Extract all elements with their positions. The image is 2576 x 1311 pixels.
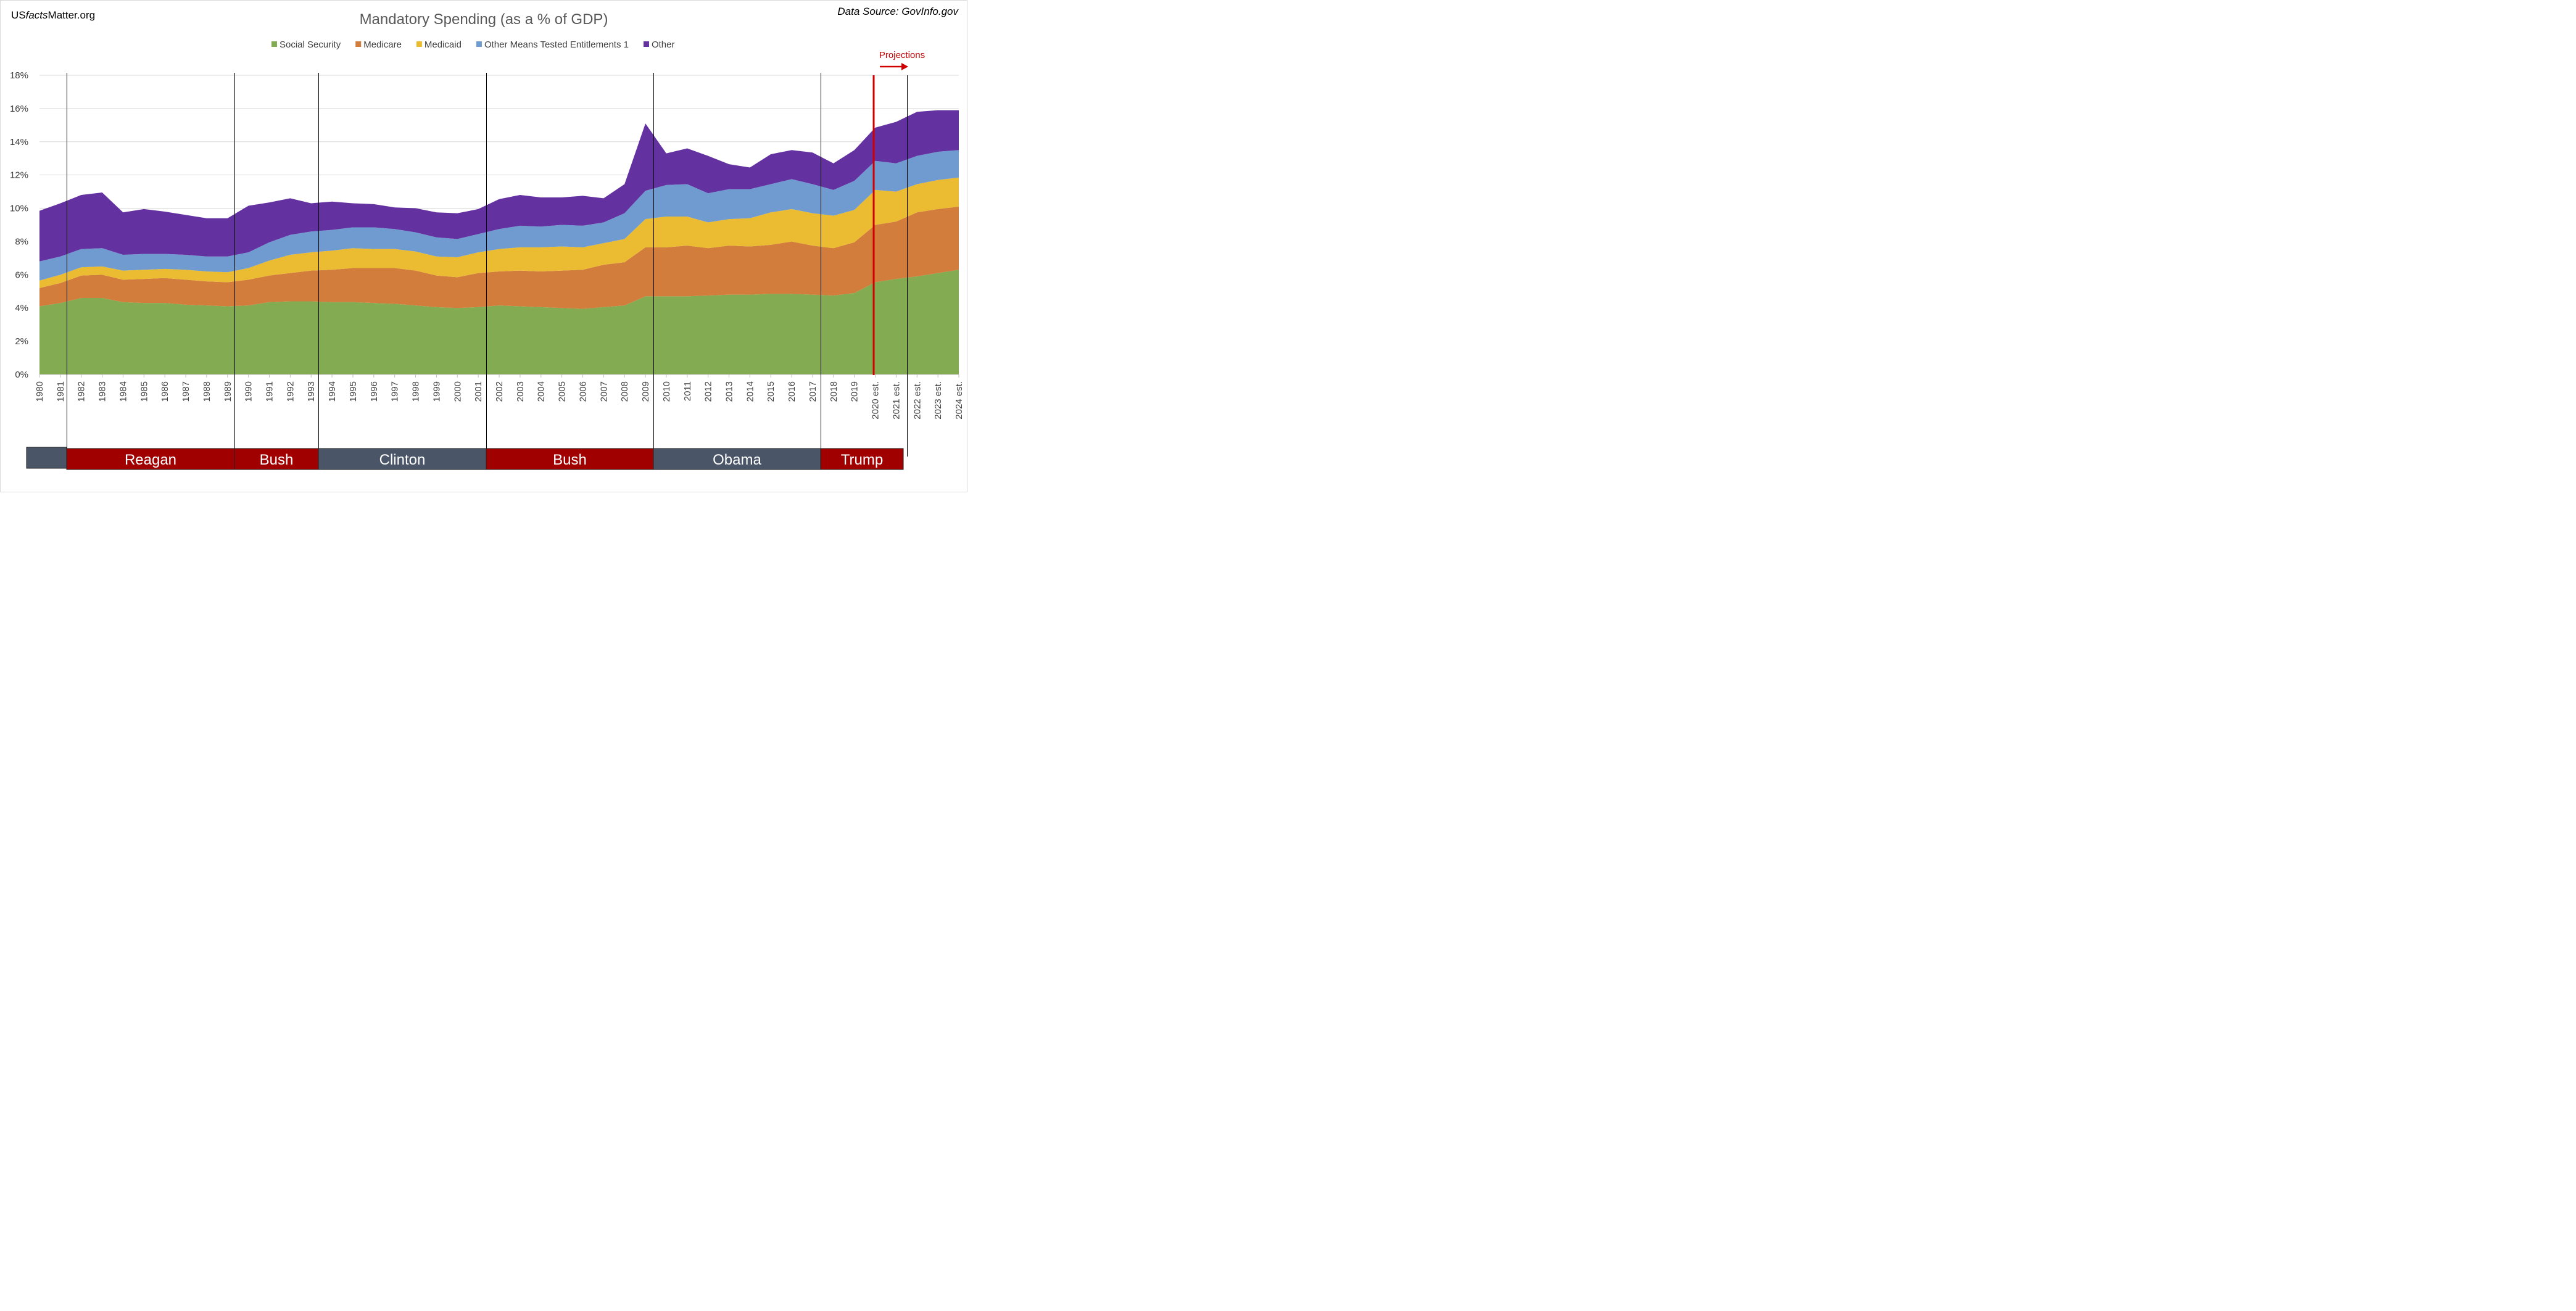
y-tick-label: 16%	[10, 104, 28, 114]
x-tick-label: 2009	[640, 381, 651, 402]
data-source: Data Source: GovInfo.gov	[837, 6, 959, 17]
x-tick-label: 2017	[808, 381, 818, 402]
x-tick-label: 1998	[411, 381, 421, 402]
brand-italic: facts	[26, 9, 48, 21]
x-tick-label: 1990	[244, 381, 254, 402]
legend-label-other: Other	[652, 39, 675, 50]
projection-label: Projections	[879, 50, 925, 60]
chart-title: Mandatory Spending (as a % of GDP)	[360, 11, 608, 28]
x-axis-ticks: 1980 1981 1982 1983 1984 1985 1986 1987 1988 1989…	[35, 374, 964, 420]
x-tick-label: 2001	[473, 381, 484, 402]
x-tick-label: 2023 est.	[933, 381, 943, 420]
x-tick-label: 2011	[682, 381, 693, 401]
legend: Social Security Medicare Medicaid Other Mea…	[271, 39, 674, 50]
brand-suffix: Matter.org	[48, 9, 96, 21]
x-tick-label: 2000	[452, 381, 463, 402]
administration-label: Clinton	[379, 452, 426, 468]
administration-segment	[820, 448, 904, 470]
administration-label: Reagan	[125, 452, 176, 468]
x-tick-label: 1994	[327, 381, 338, 402]
x-tick-label: 2022 est.	[912, 381, 922, 420]
mandatory-spending-chart: USfactsMatter.org Data Source: GovInfo.g…	[0, 0, 967, 492]
area-medicaid	[39, 177, 959, 288]
legend-label-other-means: Other Means Tested Entitlements 1	[484, 39, 629, 50]
x-tick-label: 2019	[850, 381, 860, 402]
legend-label-medicaid: Medicaid	[425, 39, 462, 50]
legend-swatch-medicare	[355, 41, 362, 47]
area-other	[39, 110, 959, 262]
x-tick-label: 1999	[431, 381, 442, 402]
administration-label: Trump	[841, 452, 883, 468]
x-tick-label: 2013	[724, 381, 735, 402]
y-tick-label: 12%	[10, 170, 28, 181]
x-tick-label: 2020 est.	[871, 381, 881, 420]
x-tick-label: 2024 est.	[954, 381, 964, 420]
x-tick-label: 2004	[536, 381, 547, 402]
legend-label-social-security: Social Security	[280, 39, 341, 50]
x-tick-label: 2008	[619, 381, 630, 402]
x-tick-label: 2005	[557, 381, 568, 402]
x-tick-label: 1987	[181, 381, 191, 402]
x-tick-label: 2002	[494, 381, 505, 402]
y-axis-ticks: 0% 2% 4% 6% 8% 10% 12% 14% 16% 18%	[10, 70, 28, 380]
y-tick-label: 2%	[15, 336, 28, 347]
area-medicare	[39, 206, 959, 309]
legend-swatch-social-security	[271, 41, 277, 47]
projection-marker: Projections	[872, 50, 925, 375]
x-tick-label: 1995	[348, 381, 358, 402]
administration-segment	[26, 447, 67, 469]
legend-label-medicare: Medicare	[363, 39, 402, 50]
x-tick-label: 1981	[56, 381, 66, 402]
x-tick-label: 2010	[661, 381, 672, 402]
legend-swatch-other	[643, 41, 649, 47]
x-tick-label: 2015	[766, 381, 776, 402]
administration-segment	[653, 448, 821, 470]
x-tick-label: 1980	[35, 381, 45, 402]
administration-segment	[66, 448, 235, 470]
x-tick-label: 2018	[829, 381, 839, 402]
x-tick-label: 1997	[390, 381, 400, 402]
y-tick-label: 4%	[15, 303, 28, 313]
y-tick-label: 14%	[10, 137, 28, 147]
x-tick-label: 2014	[745, 381, 755, 402]
y-tick-label: 8%	[15, 236, 28, 247]
area-social-security	[39, 270, 959, 374]
legend-swatch-other-means	[476, 41, 482, 47]
y-tick-label: 0%	[15, 370, 28, 380]
x-tick-label: 1988	[202, 381, 212, 402]
administration-segment	[486, 448, 654, 470]
x-tick-label: 2006	[578, 381, 588, 402]
administration-label: Bush	[260, 452, 294, 468]
y-tick-label: 6%	[15, 270, 28, 280]
x-tick-label: 1985	[139, 381, 149, 402]
x-tick-label: 2003	[515, 381, 526, 402]
administration-label: Bush	[553, 452, 587, 468]
x-tick-label: 1989	[223, 381, 233, 402]
x-tick-label: 2007	[598, 381, 609, 402]
stacked-areas	[39, 110, 959, 374]
x-tick-label: 1986	[160, 381, 170, 402]
administration-bar: Reagan Bush Clinton Bush Obama Trump	[26, 447, 904, 470]
x-tick-label: 2016	[787, 381, 797, 402]
brand-logo: USfactsMatter.org	[11, 9, 95, 21]
administration-dividers	[67, 73, 908, 469]
projection-arrow-head	[901, 63, 908, 70]
x-tick-label: 1982	[77, 381, 87, 402]
x-tick-label: 1983	[97, 381, 108, 402]
x-tick-label: 2021 est.	[891, 381, 901, 420]
x-tick-label: 1984	[118, 381, 128, 402]
x-tick-label: 1992	[285, 381, 296, 402]
area-other-means	[39, 150, 959, 281]
legend-swatch-medicaid	[416, 41, 422, 47]
administration-segment	[318, 448, 487, 470]
x-tick-label: 1996	[369, 381, 379, 402]
x-tick-label: 1991	[265, 381, 275, 402]
y-tick-label: 10%	[10, 204, 28, 214]
administration-label: Obama	[713, 452, 761, 468]
y-tick-label: 18%	[10, 70, 28, 81]
x-tick-label: 2012	[703, 381, 714, 402]
x-tick-label: 1993	[306, 381, 317, 402]
brand-prefix: US	[11, 9, 26, 21]
